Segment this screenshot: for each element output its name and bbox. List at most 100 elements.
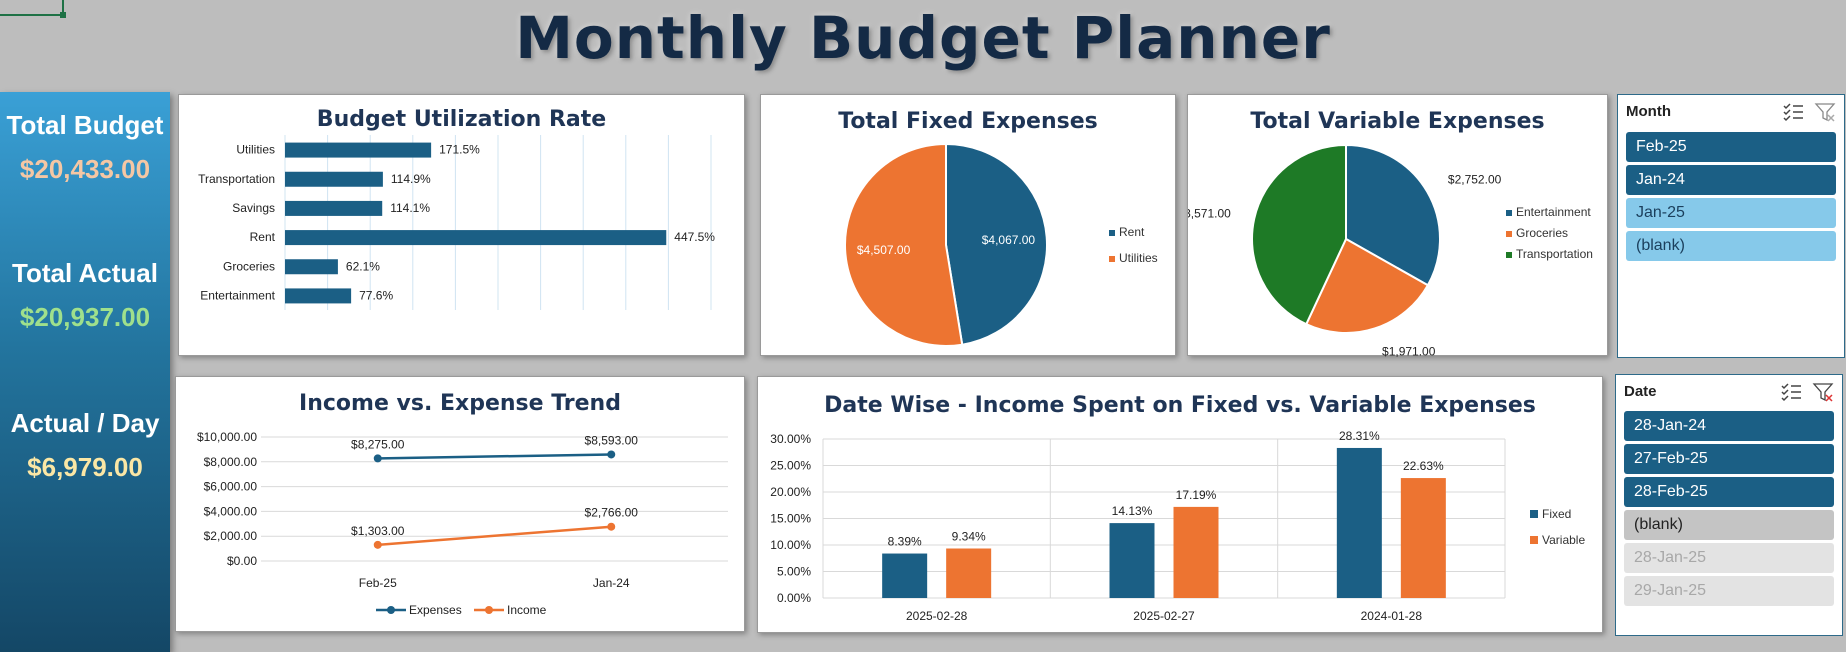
y-tick-label: $10,000.00 bbox=[197, 430, 257, 444]
date-slicer-item[interactable]: 28-Jan-25 bbox=[1624, 543, 1834, 573]
legend-label: Income bbox=[507, 603, 547, 617]
kpi-total-actual-label: Total Actual bbox=[12, 258, 158, 288]
bar bbox=[1400, 478, 1446, 598]
kpi-total-budget-label: Total Budget bbox=[6, 110, 164, 140]
kpi-actual-per-day-value: $6,979.00 bbox=[27, 452, 143, 482]
data-label: $1,303.00 bbox=[351, 524, 405, 538]
clear-filter-icon[interactable] bbox=[1814, 101, 1836, 123]
y-tick-label: 10.00% bbox=[770, 538, 811, 552]
legend-label: Fixed bbox=[1542, 507, 1571, 521]
data-label: $8,593.00 bbox=[585, 433, 639, 447]
data-label: 8.39% bbox=[888, 535, 922, 549]
y-tick-label: 30.00% bbox=[770, 432, 811, 446]
x-tick-label: 2024-01-28 bbox=[1361, 609, 1423, 623]
date-slicer-item[interactable]: 27-Feb-25 bbox=[1624, 444, 1834, 474]
data-point bbox=[373, 454, 382, 463]
y-tick-label: $8,000.00 bbox=[204, 455, 258, 469]
kpi-total-actual-value: $20,937.00 bbox=[19, 302, 151, 332]
legend-label: Entertainment bbox=[1516, 205, 1591, 219]
date-slicer-item[interactable]: 28-Feb-25 bbox=[1624, 477, 1834, 507]
legend-swatch bbox=[1506, 231, 1512, 237]
data-label: 28.31% bbox=[1339, 429, 1380, 443]
fixed-expenses-chart: $4,067.00 $4,507.00 Rent Utilities bbox=[843, 142, 1158, 347]
x-tick-label: Feb-25 bbox=[359, 576, 397, 590]
fixed-expenses-title: Total Fixed Expenses bbox=[838, 109, 1098, 134]
selected-cell[interactable] bbox=[0, 0, 66, 18]
month-slicer-item[interactable]: Feb-25 bbox=[1626, 132, 1836, 162]
data-label: $4,507.00 bbox=[857, 243, 911, 257]
x-tick-label: 2025-02-28 bbox=[906, 609, 968, 623]
data-point bbox=[373, 540, 382, 549]
fixed-expenses-card[interactable]: Total Fixed Expenses $4,067.00 $4,507.00 R… bbox=[760, 94, 1176, 356]
budget-utilization-title: Budget Utilization Rate bbox=[316, 107, 607, 132]
kpi-actual-per-day-label: Actual / Day bbox=[10, 408, 160, 438]
multi-select-icon[interactable] bbox=[1780, 381, 1802, 403]
date-slicer[interactable]: Date 28-Jan-24 27-Feb-25 28-Feb-25 (blank) 2… bbox=[1615, 374, 1843, 636]
income-expense-title: Income vs. Expense Trend bbox=[299, 391, 621, 416]
data-point bbox=[607, 450, 616, 459]
pie-slice bbox=[843, 142, 964, 347]
data-label: 114.9% bbox=[391, 172, 431, 186]
data-label: 62.1% bbox=[346, 259, 380, 273]
legend-swatch bbox=[1530, 536, 1538, 544]
x-tick-label: Jan-24 bbox=[593, 576, 630, 590]
pie-slice bbox=[1345, 143, 1441, 287]
y-tick-label: 20.00% bbox=[770, 485, 811, 499]
legend-label: Groceries bbox=[1516, 226, 1568, 240]
data-label: 17.19% bbox=[1176, 488, 1217, 502]
variable-expenses-card[interactable]: Total Variable Expenses $2,752.00 $1,971.… bbox=[1187, 94, 1608, 357]
data-label: 22.63% bbox=[1403, 459, 1444, 473]
category-label: Utilities bbox=[236, 143, 275, 157]
y-tick-label: 0.00% bbox=[777, 591, 811, 605]
category-label: Groceries bbox=[223, 259, 275, 273]
legend-label: Variable bbox=[1542, 533, 1585, 547]
data-label: $1,971.00 bbox=[1382, 344, 1436, 357]
legend-swatch bbox=[1109, 256, 1115, 262]
y-tick-label: 15.00% bbox=[770, 512, 811, 526]
y-tick-label: 25.00% bbox=[770, 459, 811, 473]
bar bbox=[285, 171, 383, 187]
date-wise-card[interactable]: Date Wise - Income Spent on Fixed vs. Va… bbox=[757, 376, 1603, 633]
pie-slice bbox=[1304, 237, 1430, 334]
bar bbox=[285, 200, 383, 216]
month-slicer[interactable]: Month Feb-25 Jan-24 Jan-25 (blank) bbox=[1617, 94, 1845, 358]
clear-filter-icon[interactable] bbox=[1812, 381, 1834, 403]
bar bbox=[285, 230, 667, 246]
date-slicer-item[interactable]: 29-Jan-25 bbox=[1624, 576, 1834, 606]
pie-slice bbox=[1251, 143, 1347, 326]
y-tick-label: 5.00% bbox=[777, 565, 811, 579]
month-slicer-item[interactable]: Jan-25 bbox=[1626, 198, 1836, 228]
bar bbox=[946, 548, 992, 598]
series-line bbox=[377, 453, 612, 460]
y-tick-label: $6,000.00 bbox=[204, 480, 258, 494]
date-slicer-item[interactable]: (blank) bbox=[1624, 510, 1834, 540]
date-wise-chart: 0.00% 5.00% 10.00% 15.00% 20.00% 25.00% 30.00%… bbox=[770, 429, 1585, 623]
multi-select-icon[interactable] bbox=[1782, 101, 1804, 123]
budget-utilization-card[interactable]: Budget Utilization Rate Utilities 171.5% T… bbox=[178, 94, 745, 356]
legend-label: Utilities bbox=[1119, 251, 1158, 265]
legend-label: Expenses bbox=[409, 603, 462, 617]
bar bbox=[1173, 506, 1219, 598]
legend-swatch bbox=[485, 606, 493, 614]
date-slicer-item[interactable]: 28-Jan-24 bbox=[1624, 411, 1834, 441]
date-slicer-header: Date bbox=[1624, 383, 1657, 400]
data-label: 9.34% bbox=[952, 529, 986, 543]
income-expense-card[interactable]: Income vs. Expense Trend $0.00 $2,000.00 $… bbox=[175, 376, 745, 632]
series-line bbox=[377, 525, 612, 547]
month-slicer-item[interactable]: Jan-24 bbox=[1626, 165, 1836, 195]
legend-swatch bbox=[387, 606, 395, 614]
month-slicer-item[interactable]: (blank) bbox=[1626, 231, 1836, 261]
bar bbox=[285, 142, 432, 158]
legend-label: Transportation bbox=[1516, 247, 1593, 261]
page-title: Monthly Budget Planner bbox=[515, 4, 1331, 72]
data-label: 14.13% bbox=[1112, 504, 1153, 518]
y-tick-label: $0.00 bbox=[227, 554, 257, 568]
bar bbox=[285, 288, 352, 304]
data-point bbox=[607, 522, 616, 531]
category-label: Savings bbox=[232, 201, 275, 215]
data-label: $2,752.00 bbox=[1448, 173, 1502, 187]
month-slicer-header: Month bbox=[1626, 103, 1671, 120]
kpi-panel: Total Budget $20,433.00 Total Actual $20… bbox=[0, 92, 170, 652]
data-label: $2,766.00 bbox=[585, 506, 639, 520]
category-label: Rent bbox=[250, 230, 276, 244]
